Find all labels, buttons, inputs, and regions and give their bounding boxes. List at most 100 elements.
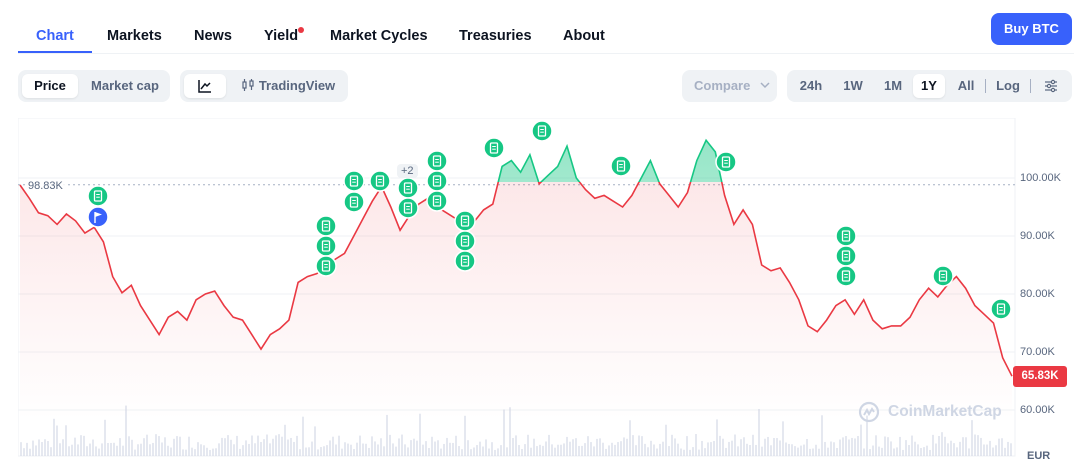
news-marker-icon[interactable]: [397, 177, 419, 199]
range-selector: 24h 1W 1M 1Y All Log: [787, 70, 1072, 102]
price-toggle-button[interactable]: Price: [22, 74, 78, 98]
tab-market-cycles[interactable]: Market Cycles: [330, 28, 428, 44]
price-chart[interactable]: [18, 118, 1070, 474]
news-marker-icon[interactable]: [454, 250, 476, 272]
volume-bar: [980, 437, 982, 456]
volume-bar: [269, 443, 271, 456]
volume-bar: [674, 438, 676, 456]
buy-button[interactable]: Buy BTC: [991, 13, 1072, 45]
volume-bar: [209, 449, 211, 456]
volume-bar: [86, 446, 88, 456]
news-marker-icon[interactable]: [369, 170, 391, 192]
news-marker-icon[interactable]: [343, 170, 365, 192]
volume-bar: [956, 447, 958, 456]
volume-bar: [878, 446, 880, 456]
line-chart-button[interactable]: [184, 74, 226, 98]
volume-bar: [746, 443, 748, 456]
area-below-reference: [20, 182, 1012, 420]
flag-marker-icon[interactable]: [87, 206, 109, 228]
volume-bar: [863, 448, 865, 456]
volume-bar: [926, 445, 928, 456]
volume-bar: [371, 436, 373, 456]
volume-bar: [413, 438, 415, 456]
chevron-down-icon: [760, 82, 770, 89]
news-marker-icon[interactable]: [835, 265, 857, 287]
news-marker-icon[interactable]: [343, 191, 365, 213]
range-24h-button[interactable]: 24h: [799, 78, 823, 93]
news-marker-icon[interactable]: [87, 185, 109, 207]
news-marker-icon[interactable]: [454, 230, 476, 252]
volume-bar: [755, 444, 757, 456]
volume-bar: [293, 441, 295, 456]
tab-chart[interactable]: Chart: [36, 28, 74, 44]
volume-bar: [953, 443, 955, 456]
volume-bar: [311, 441, 313, 456]
volume-bar: [968, 448, 970, 456]
volume-bar: [707, 442, 709, 456]
y-tick-label: 100.00K: [1020, 172, 1061, 184]
volume-bar: [935, 443, 937, 456]
tab-treasuries[interactable]: Treasuries: [459, 28, 532, 44]
volume-bar: [671, 434, 673, 456]
news-marker-icon[interactable]: [454, 210, 476, 232]
volume-bar: [239, 448, 241, 456]
news-marker-icon[interactable]: [610, 155, 632, 177]
y-tick-label: 60.00K: [1020, 404, 1055, 416]
news-marker-icon[interactable]: [426, 150, 448, 172]
volume-bar: [320, 447, 322, 456]
tab-markets[interactable]: Markets: [107, 28, 162, 44]
news-marker-icon[interactable]: [531, 120, 553, 142]
volume-bar: [752, 434, 754, 456]
tab-news[interactable]: News: [194, 28, 232, 44]
volume-bar: [959, 441, 961, 456]
news-marker-icon[interactable]: [315, 235, 337, 257]
log-scale-button[interactable]: Log: [996, 78, 1020, 93]
volume-bar: [1001, 438, 1003, 456]
news-marker-icon[interactable]: [715, 151, 737, 173]
volume-bar: [377, 444, 379, 456]
news-marker-icon[interactable]: [426, 190, 448, 212]
tab-about[interactable]: About: [563, 28, 605, 44]
volume-bar: [143, 438, 145, 456]
range-1m-button[interactable]: 1M: [883, 78, 903, 93]
chart-settings-button[interactable]: [1037, 74, 1065, 98]
market-cap-toggle-button[interactable]: Market cap: [91, 78, 159, 93]
volume-bar: [479, 441, 481, 456]
price-line-down: [19, 182, 1013, 377]
volume-bar: [341, 448, 343, 456]
news-marker-icon[interactable]: [483, 137, 505, 159]
news-marker-icon[interactable]: [835, 225, 857, 247]
news-marker-icon[interactable]: [990, 298, 1012, 320]
volume-bar: [728, 441, 730, 456]
news-marker-icon[interactable]: [426, 170, 448, 192]
volume-bar: [917, 444, 919, 456]
tab-yield[interactable]: Yield: [264, 28, 299, 44]
active-tab-underline: [18, 51, 92, 53]
volume-bar: [257, 435, 259, 456]
compare-dropdown[interactable]: Compare: [682, 70, 777, 102]
volume-bar: [467, 440, 469, 456]
volume-bar: [104, 419, 106, 456]
volume-bar: [116, 445, 118, 456]
news-marker-icon[interactable]: [835, 245, 857, 267]
watermark-text: CoinMarketCap: [888, 403, 1002, 420]
range-1y-button[interactable]: 1Y: [913, 74, 945, 98]
range-1w-button[interactable]: 1W: [843, 78, 863, 93]
volume-bar: [464, 415, 466, 456]
tradingview-button[interactable]: TradingView: [234, 74, 342, 98]
range-all-button[interactable]: All: [957, 78, 975, 93]
volume-bar: [137, 444, 139, 456]
volume-bar: [908, 445, 910, 456]
news-marker-icon[interactable]: [397, 197, 419, 219]
volume-bar: [1010, 443, 1012, 456]
volume-bar: [611, 442, 613, 456]
news-marker-icon[interactable]: [932, 265, 954, 287]
volume-bar: [710, 442, 712, 456]
volume-bar: [1004, 447, 1006, 456]
news-marker-icon[interactable]: [315, 215, 337, 237]
volume-bar: [158, 436, 160, 456]
news-markers[interactable]: [87, 120, 1012, 320]
news-marker-icon[interactable]: [315, 255, 337, 277]
more-events-badge[interactable]: +2: [397, 164, 418, 178]
volume-bar: [995, 445, 997, 456]
